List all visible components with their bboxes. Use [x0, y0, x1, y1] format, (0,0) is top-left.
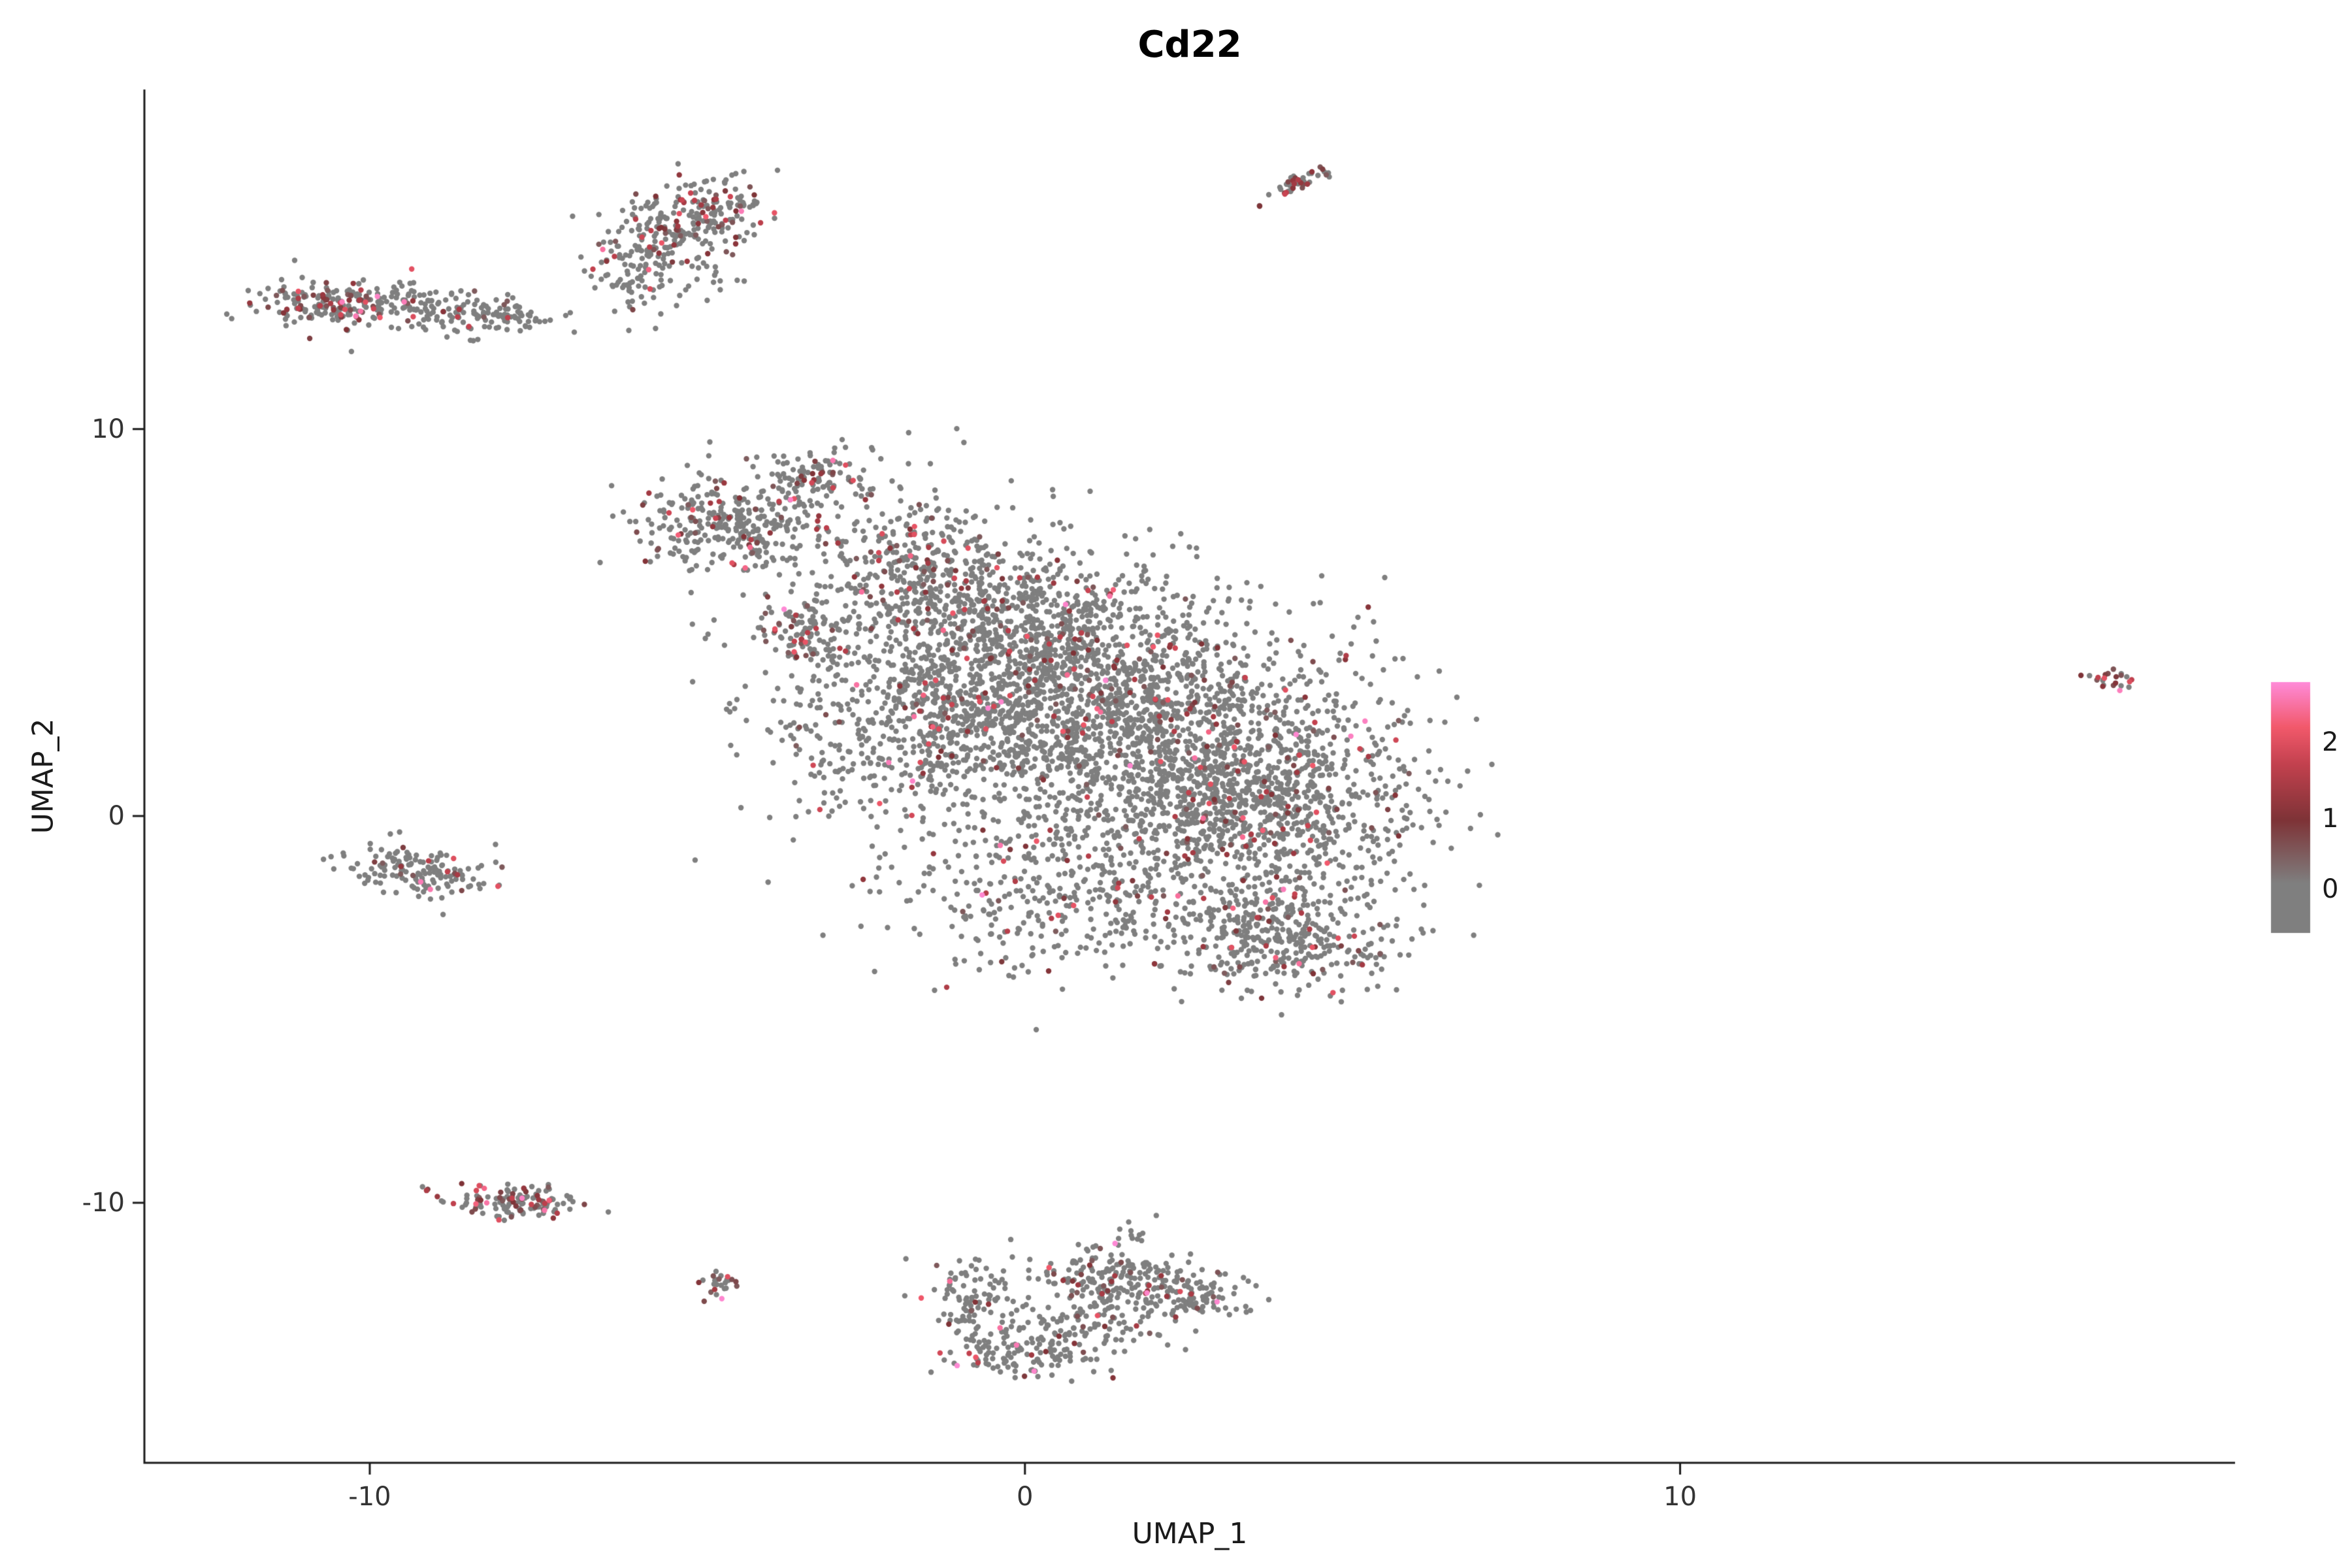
x-tick-label: -10 [348, 1482, 391, 1512]
y-tick-label: -10 [82, 1188, 125, 1218]
plot-title: Cd22 [1137, 24, 1242, 66]
legend-tick-label: 0 [2322, 874, 2339, 904]
x-axis-title: UMAP_1 [1132, 1517, 1248, 1550]
x-tick-label: 10 [1663, 1482, 1697, 1512]
y-tick-label: 10 [91, 414, 125, 444]
legend-tick-label: 1 [2322, 804, 2339, 834]
x-tick-label: 0 [1017, 1482, 1034, 1512]
legend-tick-label: 2 [2322, 727, 2339, 758]
y-tick-label: 0 [108, 800, 125, 831]
